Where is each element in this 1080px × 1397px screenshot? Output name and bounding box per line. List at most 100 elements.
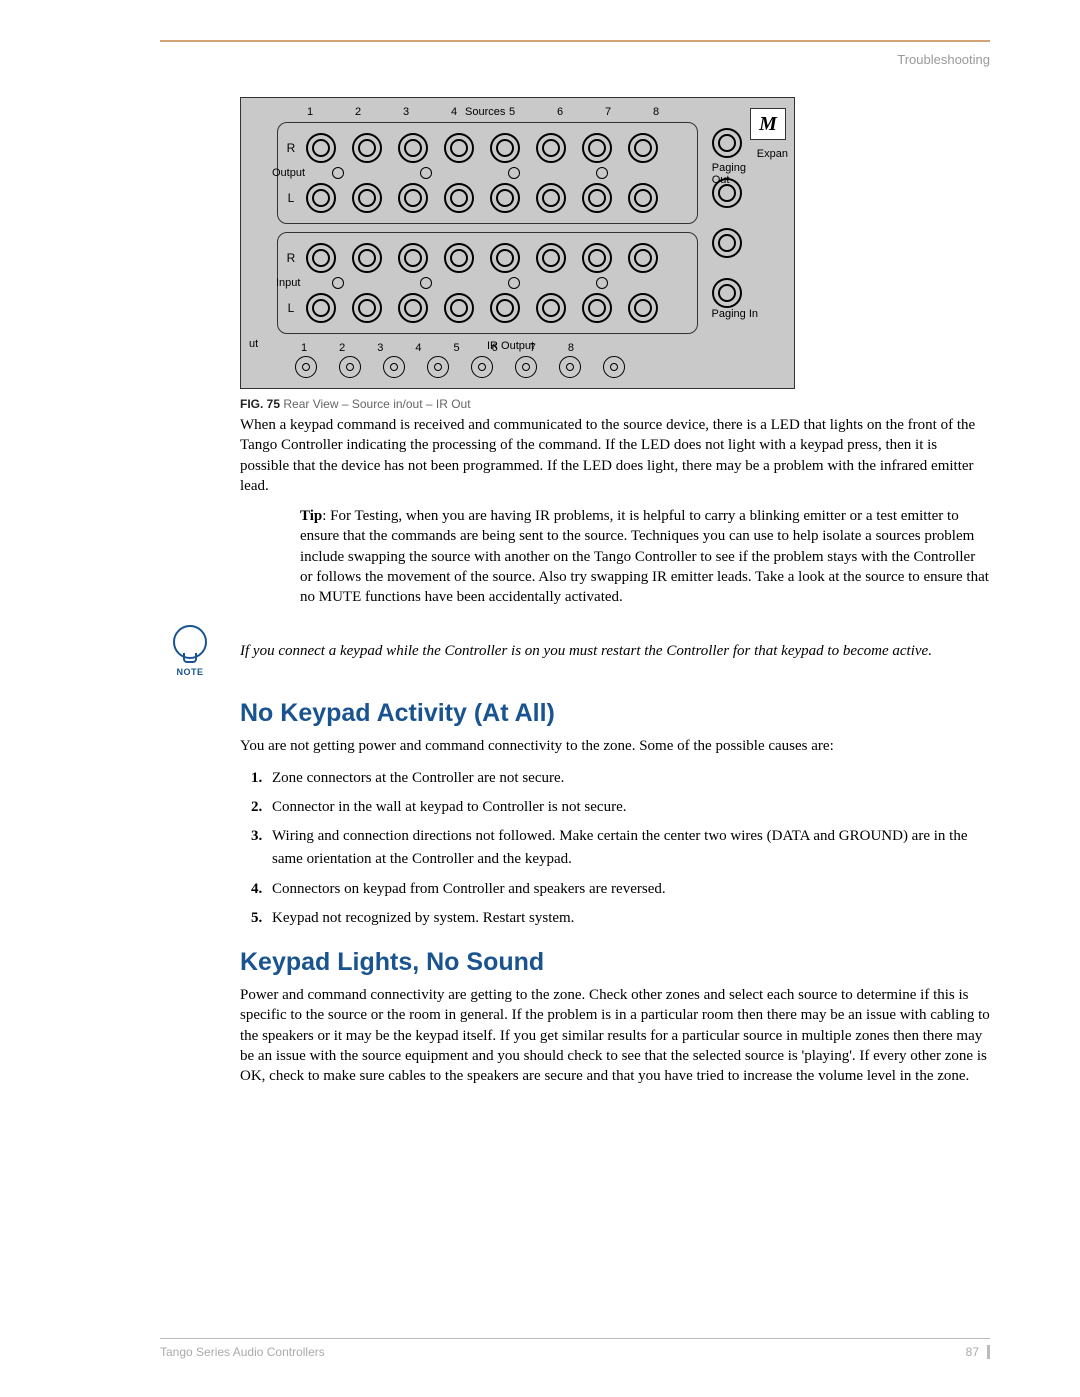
- figure-container: M 1 2 3 4 Sources 5 6 7 8 R Outp: [240, 97, 990, 389]
- ir-output-label: IR Output: [487, 340, 534, 352]
- lightbulb-icon: [173, 625, 207, 659]
- l-label-2: L: [284, 301, 298, 315]
- rca-jack: [628, 243, 658, 273]
- input-panel: R Input L: [277, 232, 698, 334]
- paragraph-keypad-lights: Power and command connectivity are getti…: [240, 985, 990, 1086]
- paragraph-no-keypad: You are not getting power and command co…: [240, 736, 990, 756]
- rca-jack: [536, 243, 566, 273]
- rca-jack: [444, 243, 474, 273]
- output-label: Output: [272, 167, 305, 179]
- ir-jack: [559, 356, 581, 378]
- page-header-section: Troubleshooting: [160, 52, 990, 67]
- footer-page-number: 87: [966, 1345, 990, 1359]
- rear-view-diagram: M 1 2 3 4 Sources 5 6 7 8 R Outp: [240, 97, 795, 389]
- ir-number-row: 12345678: [301, 342, 788, 354]
- ir-jack: [427, 356, 449, 378]
- rca-jack: [582, 243, 612, 273]
- rca-jack: [628, 293, 658, 323]
- rca-jack: [352, 183, 382, 213]
- rca-jack: [306, 293, 336, 323]
- screw-hole: [508, 167, 520, 179]
- ir-jack: [339, 356, 361, 378]
- rca-jack: [582, 183, 612, 213]
- list-item: Keypad not recognized by system. Restart…: [266, 907, 990, 930]
- ir-jack: [383, 356, 405, 378]
- rca-jack: [628, 183, 658, 213]
- rca-jack: [306, 133, 336, 163]
- screw-hole: [596, 277, 608, 289]
- rca-jack: [352, 133, 382, 163]
- screw-hole: [420, 167, 432, 179]
- ir-jack: [295, 356, 317, 378]
- page-footer: Tango Series Audio Controllers 87: [160, 1338, 990, 1359]
- ir-number: 3: [377, 342, 383, 354]
- top-rule: [160, 40, 990, 42]
- ir-jack: [603, 356, 625, 378]
- rca-jack: [582, 293, 612, 323]
- rca-jack: [536, 183, 566, 213]
- rca-jack: [490, 183, 520, 213]
- screw-hole: [332, 277, 344, 289]
- paragraph-led: When a keypad command is received and co…: [240, 415, 990, 496]
- list-item: Wiring and connection directions not fol…: [266, 825, 990, 872]
- rca-jack: [444, 133, 474, 163]
- paging-jack: [712, 228, 742, 258]
- note-icon: NOTE: [160, 625, 220, 677]
- rca-jack: [582, 133, 612, 163]
- rca-jack: [352, 243, 382, 273]
- heading-keypad-lights: Keypad Lights, No Sound: [240, 948, 990, 977]
- output-panel: R Output L: [277, 122, 698, 224]
- rca-jack: [398, 293, 428, 323]
- rca-jack: [490, 133, 520, 163]
- rca-jack: [628, 133, 658, 163]
- screw-hole: [596, 167, 608, 179]
- tip-label: Tip: [300, 508, 322, 524]
- rca-jack: [444, 183, 474, 213]
- ir-number: 8: [568, 342, 574, 354]
- rca-jack: [398, 133, 428, 163]
- r-label-2: R: [284, 251, 298, 265]
- rca-jack: [490, 293, 520, 323]
- fig-number: FIG. 75: [240, 397, 280, 411]
- rca-jack: [536, 133, 566, 163]
- ir-jack: [471, 356, 493, 378]
- rca-jack: [352, 293, 382, 323]
- rca-jack: [536, 293, 566, 323]
- ir-number: 5: [454, 342, 460, 354]
- figure-caption: FIG. 75 Rear View – Source in/out – IR O…: [240, 397, 990, 411]
- r-label: R: [284, 141, 298, 155]
- ir-number: 1: [301, 342, 307, 354]
- footer-doc-title: Tango Series Audio Controllers: [160, 1345, 325, 1359]
- tip-block: Tip: For Testing, when you are having IR…: [300, 506, 990, 607]
- paging-in-label: Paging In: [712, 308, 758, 320]
- l-label: L: [284, 191, 298, 205]
- screw-hole: [420, 277, 432, 289]
- paging-in-jack: [712, 278, 742, 308]
- tip-text: : For Testing, when you are having IR pr…: [300, 508, 989, 605]
- paging-jack: [712, 178, 742, 208]
- rca-jack: [490, 243, 520, 273]
- ir-jack: [515, 356, 537, 378]
- rca-jack: [444, 293, 474, 323]
- expan-label: Expan: [757, 148, 788, 160]
- note-callout: NOTE If you connect a keypad while the C…: [160, 625, 990, 677]
- note-label: NOTE: [160, 667, 220, 677]
- screw-hole: [508, 277, 520, 289]
- ir-output-section: ut 12345678 IR Output: [247, 342, 788, 378]
- list-item: Zone connectors at the Controller are no…: [266, 767, 990, 790]
- rca-jack: [306, 243, 336, 273]
- ir-number: 4: [415, 342, 421, 354]
- ut-label: ut: [249, 338, 258, 350]
- rca-jack: [398, 183, 428, 213]
- list-item: Connector in the wall at keypad to Contr…: [266, 796, 990, 819]
- page: Troubleshooting M 1 2 3 4 Sources 5 6 7 …: [0, 0, 1080, 1397]
- input-label: Input: [276, 277, 300, 289]
- source-number-row: 1 2 3 4 Sources 5 6 7 8: [247, 106, 788, 120]
- rca-jack: [306, 183, 336, 213]
- note-text: If you connect a keypad while the Contro…: [240, 641, 990, 661]
- screw-hole: [332, 167, 344, 179]
- ir-number: 2: [339, 342, 345, 354]
- ir-jack-row: [295, 356, 788, 378]
- paging-out-jack: [712, 128, 742, 158]
- heading-no-keypad: No Keypad Activity (At All): [240, 699, 990, 728]
